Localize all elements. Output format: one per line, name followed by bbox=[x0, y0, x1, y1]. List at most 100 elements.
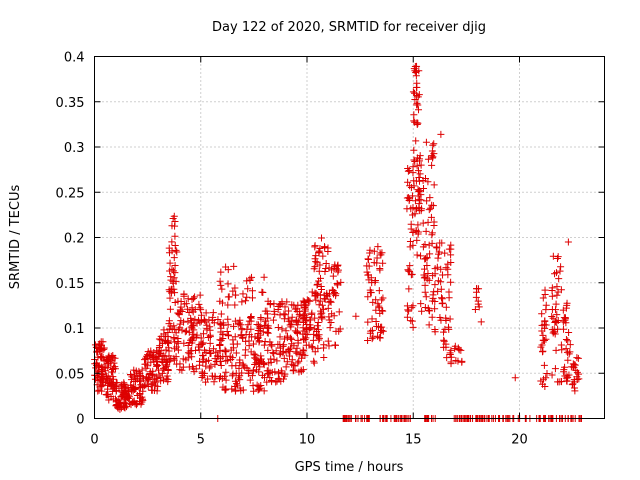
data-point bbox=[313, 281, 321, 289]
data-point bbox=[163, 372, 171, 380]
data-point bbox=[160, 336, 168, 344]
data-point bbox=[234, 320, 242, 328]
data-point bbox=[236, 356, 244, 364]
data-point bbox=[416, 155, 424, 163]
data-point bbox=[418, 205, 426, 213]
data-point bbox=[409, 241, 417, 249]
data-point bbox=[259, 328, 267, 336]
data-point bbox=[413, 162, 421, 170]
data-point bbox=[138, 366, 146, 374]
data-point bbox=[137, 400, 145, 408]
data-point bbox=[233, 340, 241, 348]
data-point bbox=[560, 314, 568, 322]
data-point bbox=[425, 241, 433, 249]
data-point bbox=[285, 352, 293, 360]
data-point bbox=[368, 315, 376, 323]
data-point bbox=[331, 288, 339, 296]
data-point bbox=[263, 378, 271, 386]
data-point bbox=[149, 371, 157, 379]
data-point bbox=[446, 315, 454, 323]
data-point bbox=[269, 349, 277, 357]
y-tick-label: 0.1 bbox=[64, 322, 85, 337]
data-point bbox=[310, 325, 318, 333]
data-point bbox=[315, 267, 323, 275]
data-point bbox=[419, 176, 427, 184]
data-point bbox=[553, 311, 561, 319]
data-point bbox=[113, 379, 121, 387]
data-point bbox=[404, 267, 412, 275]
data-point bbox=[264, 329, 272, 337]
data-point bbox=[164, 333, 172, 341]
data-point bbox=[417, 300, 425, 308]
data-point bbox=[158, 340, 166, 348]
data-point bbox=[258, 371, 266, 379]
data-point bbox=[171, 242, 179, 250]
data-point bbox=[91, 341, 99, 349]
data-point bbox=[451, 342, 459, 350]
data-point bbox=[113, 398, 121, 406]
data-point bbox=[431, 305, 439, 313]
data-point bbox=[427, 213, 435, 221]
data-point bbox=[245, 369, 253, 377]
data-point bbox=[376, 334, 384, 342]
data-point bbox=[180, 339, 188, 347]
data-point bbox=[143, 377, 151, 385]
y-tick-label: 0.2 bbox=[64, 232, 85, 247]
data-point bbox=[564, 238, 572, 246]
y-axis-label: SRMTID / TECUs bbox=[8, 185, 23, 290]
data-point bbox=[247, 313, 255, 321]
data-point bbox=[548, 313, 556, 321]
data-point bbox=[287, 344, 295, 352]
data-point bbox=[102, 378, 110, 386]
data-point bbox=[575, 370, 583, 378]
data-point bbox=[188, 306, 196, 314]
data-point bbox=[551, 330, 559, 338]
data-point bbox=[217, 281, 225, 289]
data-point bbox=[565, 329, 573, 337]
data-point bbox=[163, 356, 171, 364]
data-point bbox=[230, 322, 238, 330]
data-point bbox=[437, 285, 445, 293]
data-point bbox=[208, 372, 216, 380]
data-point bbox=[167, 286, 175, 294]
data-point bbox=[405, 285, 413, 293]
data-point bbox=[562, 319, 570, 327]
data-point bbox=[319, 252, 327, 260]
data-point bbox=[405, 194, 413, 202]
data-point bbox=[428, 231, 436, 239]
data-point bbox=[260, 273, 268, 281]
data-point bbox=[420, 265, 428, 273]
x-tick-label: 20 bbox=[511, 433, 528, 448]
data-point bbox=[332, 290, 340, 298]
data-point bbox=[317, 282, 325, 290]
data-point bbox=[326, 297, 334, 305]
y-tick-label: 0.05 bbox=[56, 367, 85, 382]
data-point bbox=[541, 290, 549, 298]
data-point bbox=[440, 337, 448, 345]
data-point bbox=[187, 336, 195, 344]
data-point bbox=[264, 369, 272, 377]
data-point bbox=[436, 314, 444, 322]
data-point bbox=[98, 365, 106, 373]
data-point bbox=[543, 369, 551, 377]
data-point bbox=[444, 265, 452, 273]
data-point bbox=[103, 391, 111, 399]
data-point bbox=[434, 277, 442, 285]
data-point bbox=[257, 352, 265, 360]
data-point bbox=[442, 264, 450, 272]
data-point bbox=[278, 300, 286, 308]
data-point bbox=[185, 363, 193, 371]
data-point bbox=[197, 334, 205, 342]
data-point bbox=[224, 293, 232, 301]
data-point bbox=[224, 315, 232, 323]
data-point bbox=[202, 362, 210, 370]
data-point bbox=[367, 289, 375, 297]
data-point bbox=[264, 346, 272, 354]
data-point bbox=[216, 340, 224, 348]
data-point bbox=[153, 387, 161, 395]
data-point bbox=[378, 296, 386, 304]
data-point bbox=[424, 155, 432, 163]
data-point bbox=[170, 254, 178, 262]
data-point bbox=[136, 371, 144, 379]
data-point bbox=[310, 265, 318, 273]
